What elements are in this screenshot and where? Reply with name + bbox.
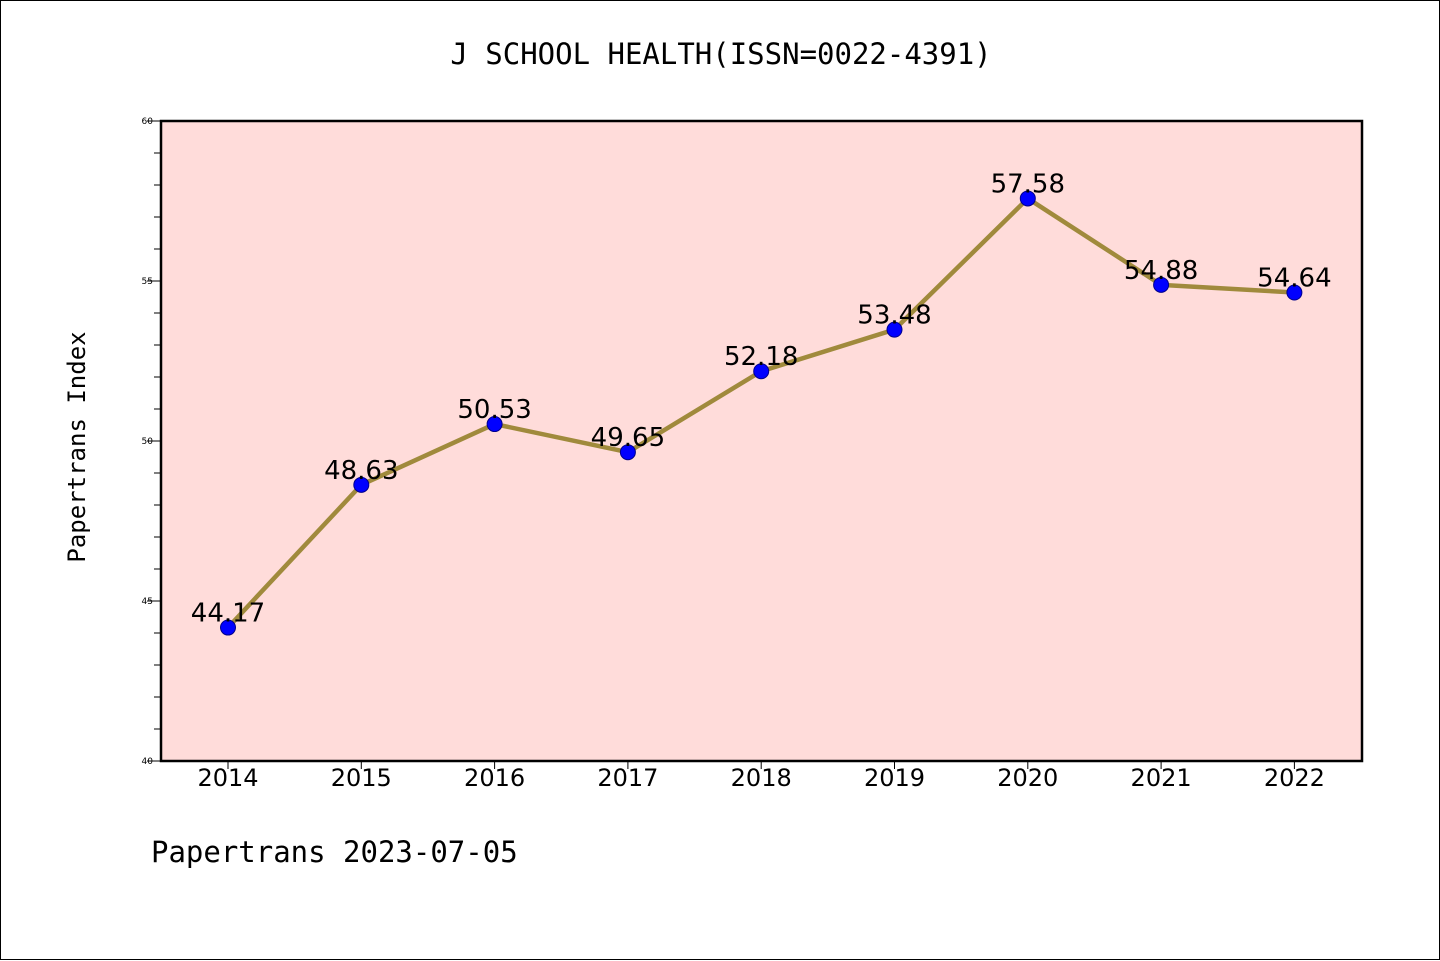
x-tick-label: 2016 [464, 764, 525, 792]
data-label: 53.48 [857, 301, 931, 331]
footer-caption: Papertrans 2023-07-05 [151, 835, 518, 869]
x-tick-label: 2014 [197, 764, 258, 792]
data-point [220, 619, 236, 636]
x-tick-label: 2020 [997, 764, 1058, 792]
data-point [619, 444, 636, 461]
plot-area [159, 119, 1364, 763]
data-point [486, 416, 503, 433]
data-point [1286, 284, 1303, 301]
data-label: 52.18 [724, 342, 798, 372]
data-point [886, 321, 903, 338]
y-tick-label: 40 [142, 757, 154, 767]
x-tick-label: 2018 [731, 764, 792, 792]
x-tick-label: 2015 [331, 764, 392, 792]
data-labels: 44.17 48.63 50.53 49.65 52.18 53.48 57.58 54.88… [191, 169, 1332, 628]
x-tick-label: 2022 [1264, 764, 1325, 792]
data-label: 44.17 [191, 599, 265, 629]
x-tick-label: 2017 [597, 764, 658, 792]
y-tick-label: 60 [142, 117, 154, 127]
chart-title: J SCHOOL HEALTH(ISSN=0022-4391) [450, 37, 992, 71]
data-point [353, 476, 370, 493]
axis-ticks: 40 45 50 55 60 2014 2015 2016 2017 2018 2019 2020 20… [142, 117, 1325, 792]
x-tick-label: 2019 [864, 764, 925, 792]
data-label: 48.63 [324, 456, 398, 486]
data-points [220, 190, 1303, 636]
data-label: 54.64 [1257, 264, 1331, 294]
y-tick-label: 55 [142, 277, 153, 287]
y-tick-label: 45 [142, 597, 153, 607]
data-label: 57.58 [991, 169, 1065, 199]
data-point [1019, 190, 1036, 207]
x-tick-label: 2021 [1131, 764, 1192, 792]
data-label: 49.65 [591, 423, 665, 453]
y-axis-label: Papertrans Index [63, 331, 91, 562]
data-label: 50.53 [457, 395, 531, 425]
data-point [1153, 276, 1170, 293]
y-tick-label: 50 [142, 437, 154, 447]
data-label: 54.88 [1124, 256, 1198, 286]
data-point [753, 363, 770, 380]
